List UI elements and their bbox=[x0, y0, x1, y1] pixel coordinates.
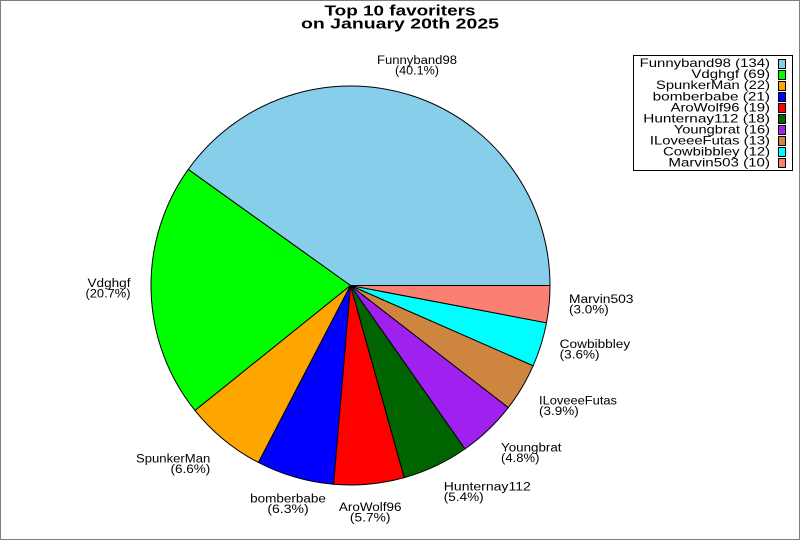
svg-text:Youngbrat (16): Youngbrat (16) bbox=[674, 123, 770, 136]
svg-text:Cowbibbley: Cowbibbley bbox=[560, 339, 631, 351]
svg-text:Vdghgf: Vdghgf bbox=[88, 278, 132, 290]
svg-text:(5.4%): (5.4%) bbox=[444, 492, 484, 504]
svg-text:Top 10 favoriters: Top 10 favoriters bbox=[325, 3, 476, 19]
svg-text:(5.7%): (5.7%) bbox=[350, 513, 391, 525]
svg-text:Vdghgf (69): Vdghgf (69) bbox=[691, 68, 770, 81]
svg-text:SpunkerMan (22): SpunkerMan (22) bbox=[656, 79, 770, 92]
svg-text:(6.3%): (6.3%) bbox=[267, 504, 309, 516]
svg-text:(3.0%): (3.0%) bbox=[569, 305, 609, 317]
svg-text:on January 20th 2025: on January 20th 2025 bbox=[301, 17, 499, 33]
svg-text:Hunternay112: Hunternay112 bbox=[444, 482, 531, 494]
svg-text:AroWolf96 (19): AroWolf96 (19) bbox=[671, 101, 771, 114]
svg-text:AroWolf96: AroWolf96 bbox=[339, 502, 402, 514]
svg-text:bomberbabe: bomberbabe bbox=[250, 493, 326, 505]
svg-text:bomberbabe (21): bomberbabe (21) bbox=[653, 90, 770, 103]
svg-text:(40.1%): (40.1%) bbox=[395, 66, 439, 78]
svg-text:ILoveeeFutas (13): ILoveeeFutas (13) bbox=[650, 135, 770, 148]
svg-text:(3.6%): (3.6%) bbox=[560, 350, 600, 362]
svg-text:(6.6%): (6.6%) bbox=[171, 464, 211, 476]
svg-text:Youngbrat: Youngbrat bbox=[501, 443, 562, 455]
svg-text:(3.9%): (3.9%) bbox=[539, 406, 579, 418]
svg-text:Funnyband98: Funnyband98 bbox=[377, 55, 457, 67]
svg-text:Marvin503 (10): Marvin503 (10) bbox=[668, 157, 770, 170]
svg-text:Funnyband98 (134): Funnyband98 (134) bbox=[640, 57, 771, 70]
svg-text:SpunkerMan: SpunkerMan bbox=[136, 453, 210, 465]
svg-text:(20.7%): (20.7%) bbox=[86, 289, 131, 301]
svg-text:(4.8%): (4.8%) bbox=[501, 453, 540, 465]
svg-text:ILoveeeFutas: ILoveeeFutas bbox=[539, 396, 617, 408]
svg-text:Cowbibbley (12): Cowbibbley (12) bbox=[663, 146, 770, 159]
svg-text:Marvin503: Marvin503 bbox=[569, 294, 634, 306]
svg-text:Hunternay112 (18): Hunternay112 (18) bbox=[643, 112, 770, 125]
